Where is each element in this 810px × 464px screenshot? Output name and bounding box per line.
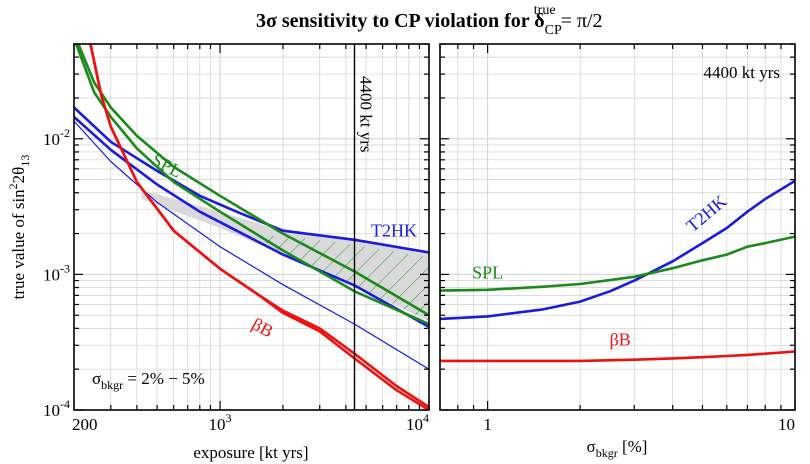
spl-curve-label: SPL <box>472 263 503 283</box>
right-x-axis-label-suffix: [%] <box>618 437 648 456</box>
right-x-axis-label-prefix: σ <box>587 437 596 456</box>
left-y-axis-label-sub: 13 <box>18 155 32 167</box>
y-tick-label: 10-3 <box>43 261 70 284</box>
left-y-axis-label-sup: 2 <box>6 183 20 189</box>
t2hk-curve <box>74 115 429 329</box>
left-series <box>74 44 429 410</box>
left-plot-frame <box>73 43 430 411</box>
left-y-axis-label: true value of sin22θ13 <box>6 155 32 300</box>
chart-title-sub: CP <box>545 23 562 38</box>
t2hk-curve <box>74 106 429 254</box>
right-x-axis-label-sub: bkgr <box>596 446 618 460</box>
bb-curve-label: βB <box>610 329 631 349</box>
exposure-reference-label: 4400 kt yrs <box>356 76 375 153</box>
bkgr-range-sub: bkgr <box>101 378 123 392</box>
left-ticks: 200 103 104 10-4 10-3 10-2 <box>43 43 430 434</box>
t2hk-curve-label: T2HK <box>371 221 417 241</box>
left-uncertainty-band <box>141 189 429 322</box>
bb-curve <box>440 350 795 363</box>
chart-title-sup: true <box>534 3 556 18</box>
bb-curve <box>89 44 429 410</box>
right-x-axis-label: σbkgr [%] <box>587 437 648 460</box>
y-tick-label: 10-2 <box>43 126 70 149</box>
right-plot-frame <box>439 43 796 411</box>
right-exposure-label: 4400 kt yrs <box>704 63 781 82</box>
x-tick-label: 200 <box>72 415 98 434</box>
bkgr-range-suffix: = 2% − 5% <box>123 369 205 388</box>
chart-title-suffix: = π/2 <box>556 10 603 32</box>
right-grid <box>440 44 795 410</box>
right-series <box>440 179 795 363</box>
x-tick-label: 104 <box>406 411 429 434</box>
spl-curve <box>440 235 795 292</box>
left-y-axis-label-tail: 2θ <box>9 167 28 184</box>
spl-curve <box>74 44 429 326</box>
t2hk-curve <box>440 179 795 321</box>
x-tick-label: 10 <box>778 415 795 434</box>
band-hatch <box>256 235 429 322</box>
bkgr-range-annotation: σbkgr = 2% − 5% <box>92 369 205 392</box>
left-x-axis-label: exposure [kt yrs] <box>193 443 308 462</box>
x-tick-label: 103 <box>209 411 232 434</box>
x-tick-label: 1 <box>483 415 492 434</box>
spl-curve-label: SPL <box>149 149 186 181</box>
y-tick-label: 10-4 <box>43 397 70 420</box>
left-y-axis-label-main: true value of sin <box>9 189 28 299</box>
right-ticks: 1 10 <box>439 43 796 434</box>
bkgr-range-prefix: σ <box>92 369 101 388</box>
band-area <box>141 189 429 322</box>
chart-title: 3σ sensitivity to CP violation for δCP tr… <box>256 3 603 38</box>
chart-title-prefix: 3σ sensitivity to CP violation for δ <box>256 10 545 32</box>
bb-curve-label: βB <box>249 314 277 342</box>
